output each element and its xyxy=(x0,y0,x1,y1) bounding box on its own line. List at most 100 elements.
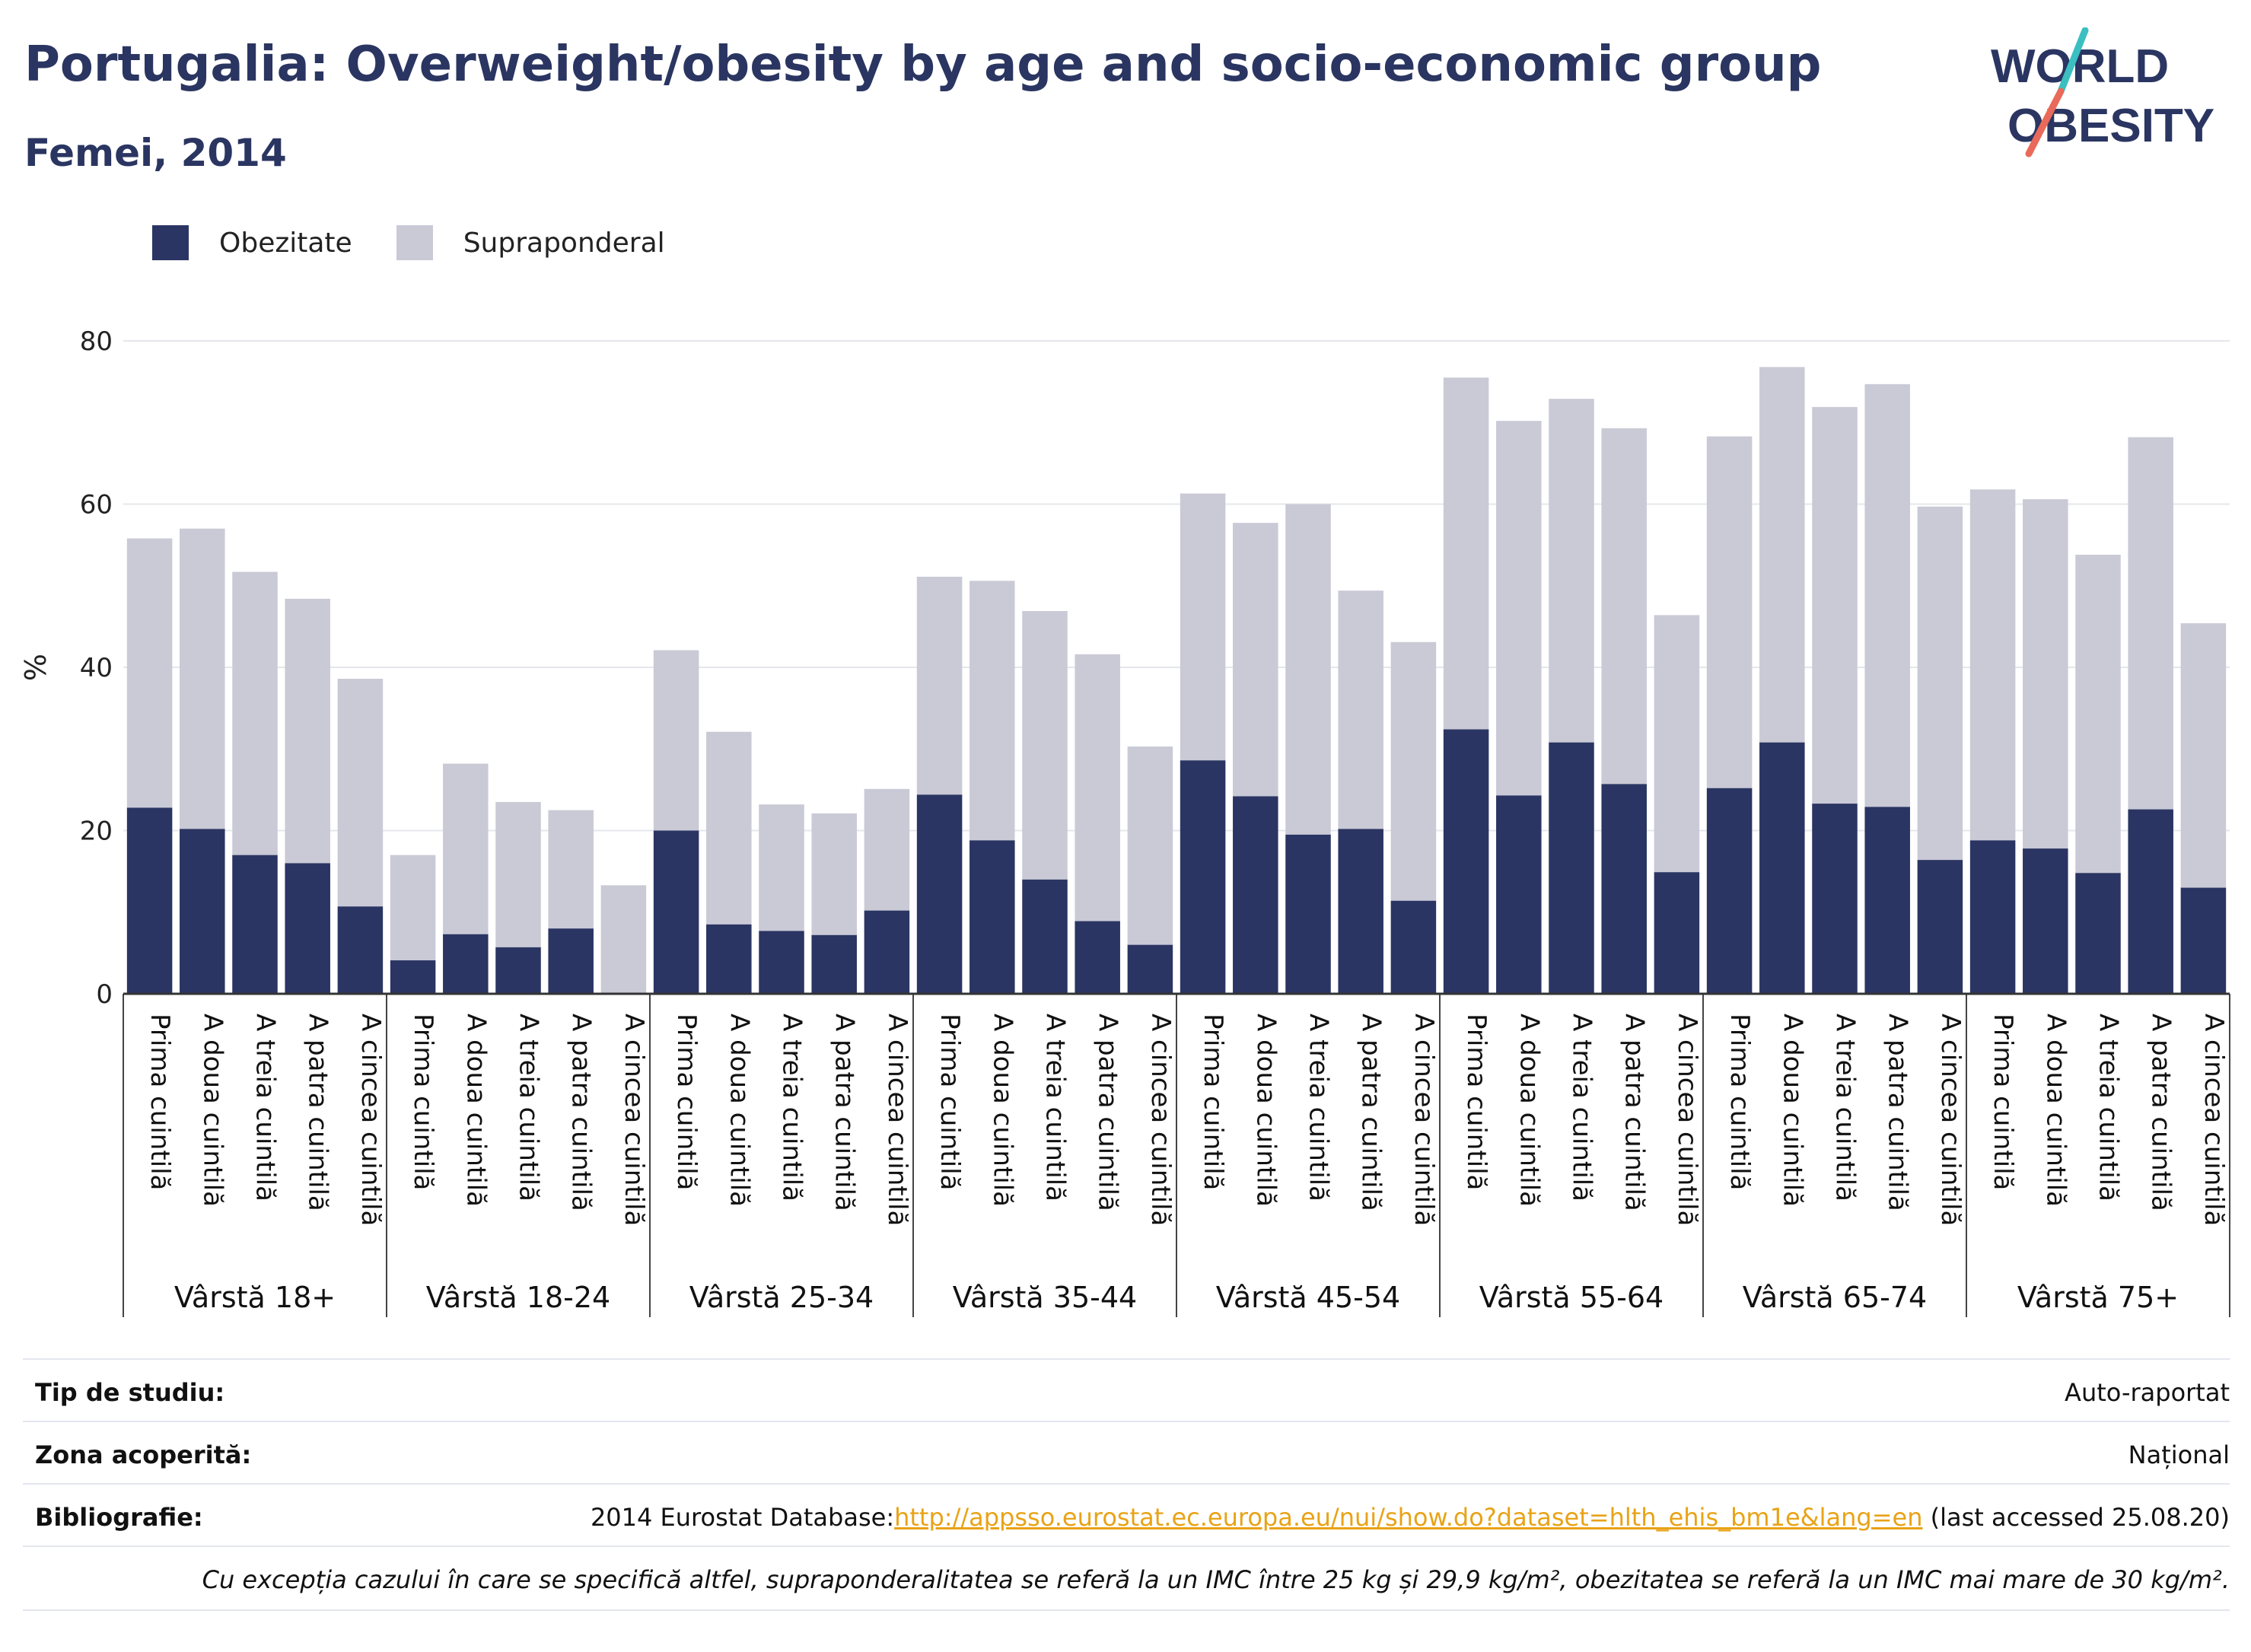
group-label: Vârstă 55-64 xyxy=(1479,1281,1664,1314)
logo-slash-teal xyxy=(2057,27,2089,95)
chart-title: Portugalia: Overweight/obesity by age an… xyxy=(24,37,1822,93)
world-obesity-logo: WORLD OBESITY xyxy=(1991,27,2214,158)
bar-overweight xyxy=(916,576,963,795)
legend-item-overweight: Supraponderal xyxy=(396,225,665,260)
group-label: Vârstă 18-24 xyxy=(426,1281,610,1314)
x-tick-label: A doua cuintilă xyxy=(1250,1014,1281,1207)
bar-overweight xyxy=(1706,436,1753,788)
group-label: Vârstă 75+ xyxy=(2017,1281,2179,1314)
x-tick-label: A patra cuintilă xyxy=(2146,1014,2176,1211)
legend: Obezitate Supraponderal xyxy=(152,225,709,260)
bar-overweight xyxy=(811,813,857,935)
bar-overweight xyxy=(2128,437,2173,810)
y-tick-label: 60 xyxy=(80,490,113,520)
legend-label-obesity: Obezitate xyxy=(219,227,352,259)
bar-overweight xyxy=(390,855,436,961)
x-tick-label: A cincea cuintilă xyxy=(882,1014,912,1226)
info-row-survey-type: Tip de studiu: Auto-raportat xyxy=(23,1358,2230,1422)
group-label: Vârstă 65-74 xyxy=(1743,1281,1927,1314)
bar-obesity xyxy=(495,947,541,994)
bar-overweight xyxy=(1233,523,1278,797)
x-tick-label: A treia cuintilă xyxy=(1830,1014,1861,1202)
bar-overweight xyxy=(600,885,647,994)
group-label: Vârstă 45-54 xyxy=(1216,1281,1400,1314)
x-tick-label: A treia cuintilă xyxy=(1567,1014,1597,1202)
references-prefix: 2014 Eurostat Database: xyxy=(590,1503,895,1532)
group-label: Vârstă 18+ xyxy=(174,1281,336,1314)
bar-overweight xyxy=(759,804,804,931)
x-tick-label: A cincea cuintilă xyxy=(619,1014,649,1226)
bar-overweight xyxy=(1022,610,1068,880)
bar-overweight xyxy=(1864,384,1910,807)
group-label: Vârstă 25-34 xyxy=(689,1281,874,1314)
bar-obesity xyxy=(1338,829,1383,994)
x-tick-label: A treia cuintilă xyxy=(1304,1014,1334,1202)
bar-obesity xyxy=(2075,873,2121,994)
bar-obesity xyxy=(864,910,910,994)
bar-overweight xyxy=(443,763,489,934)
y-tick-label: 0 xyxy=(96,979,113,1010)
x-tick-label: A cincea cuintilă xyxy=(355,1014,386,1226)
x-tick-label: Prima cuintilă xyxy=(1724,1014,1755,1190)
bar-obesity xyxy=(1549,742,1594,994)
bar-overweight xyxy=(1127,746,1173,945)
x-tick-label: A cincea cuintilă xyxy=(1409,1014,1439,1226)
legend-label-overweight: Supraponderal xyxy=(463,227,665,259)
legend-swatch-overweight xyxy=(396,225,433,260)
x-tick-label: A cincea cuintilă xyxy=(1935,1014,1966,1226)
bar-overweight xyxy=(1917,506,1963,861)
survey-type-label: Tip de studiu: xyxy=(35,1378,225,1407)
bar-overweight xyxy=(232,571,278,855)
bar-overweight xyxy=(2180,623,2227,888)
bar-obesity xyxy=(1127,944,1173,994)
bar-obesity xyxy=(232,855,278,994)
definition-note: Cu excepția cazului în care se specifică… xyxy=(202,1565,2230,1594)
bar-obesity xyxy=(1601,784,1647,994)
x-tick-label: Prima cuintilă xyxy=(1198,1014,1228,1190)
x-tick-label: A patra cuintilă xyxy=(829,1014,860,1211)
bar-obesity xyxy=(811,934,857,994)
bar-overweight xyxy=(1812,406,1858,804)
coverage-label: Zona acoperită: xyxy=(35,1440,252,1469)
x-tick-label: Prima cuintilă xyxy=(145,1014,175,1190)
x-tick-label: A patra cuintilă xyxy=(1619,1014,1650,1211)
logo-line2: OBESITY xyxy=(2007,100,2214,152)
x-tick-label: A cincea cuintilă xyxy=(2198,1014,2229,1226)
bar-obesity xyxy=(1443,729,1489,994)
bar-obesity xyxy=(1496,795,1542,994)
x-tick-label: A cincea cuintilă xyxy=(1145,1014,1176,1226)
bar-overweight xyxy=(548,810,594,929)
x-tick-label: A patra cuintilă xyxy=(1883,1014,1913,1211)
bar-obesity xyxy=(2180,887,2227,994)
bar-obesity xyxy=(1917,860,1963,994)
x-tick-label: A doua cuintilă xyxy=(1514,1014,1544,1207)
x-tick-label: A doua cuintilă xyxy=(197,1014,228,1207)
bar-obesity xyxy=(969,840,1015,994)
legend-swatch-obesity xyxy=(152,225,189,260)
x-tick-label: A cincea cuintilă xyxy=(1672,1014,1702,1226)
bar-overweight xyxy=(126,538,173,808)
references-suffix: (last accessed 25.08.20) xyxy=(1922,1503,2230,1532)
bar-obesity xyxy=(1864,807,1910,994)
references-value: 2014 Eurostat Database:http://appsso.eur… xyxy=(591,1503,2230,1532)
bar-overweight xyxy=(2075,554,2121,874)
x-tick-label: A patra cuintilă xyxy=(1093,1014,1123,1211)
group-label: Vârstă 35-44 xyxy=(953,1281,1137,1314)
bar-obesity xyxy=(1654,872,1700,994)
bar-obesity xyxy=(285,863,330,994)
bar-overweight xyxy=(337,679,384,907)
bar-overweight xyxy=(1654,615,1700,873)
bar-overweight xyxy=(1601,428,1647,785)
bar-obesity xyxy=(443,934,489,994)
bar-obesity xyxy=(1390,900,1437,994)
bar-obesity xyxy=(1969,840,2016,994)
references-link[interactable]: http://appsso.eurostat.ec.europa.eu/nui/… xyxy=(894,1503,1923,1532)
x-tick-label: A treia cuintilă xyxy=(2093,1014,2124,1202)
bar-overweight xyxy=(495,801,541,947)
bar-overweight xyxy=(969,581,1015,841)
bar-obesity xyxy=(2128,809,2173,994)
x-tick-label: A treia cuintilă xyxy=(777,1014,807,1202)
bar-obesity xyxy=(759,931,804,994)
x-tick-label: A doua cuintilă xyxy=(1777,1014,1807,1207)
y-tick-label: 40 xyxy=(80,653,113,683)
